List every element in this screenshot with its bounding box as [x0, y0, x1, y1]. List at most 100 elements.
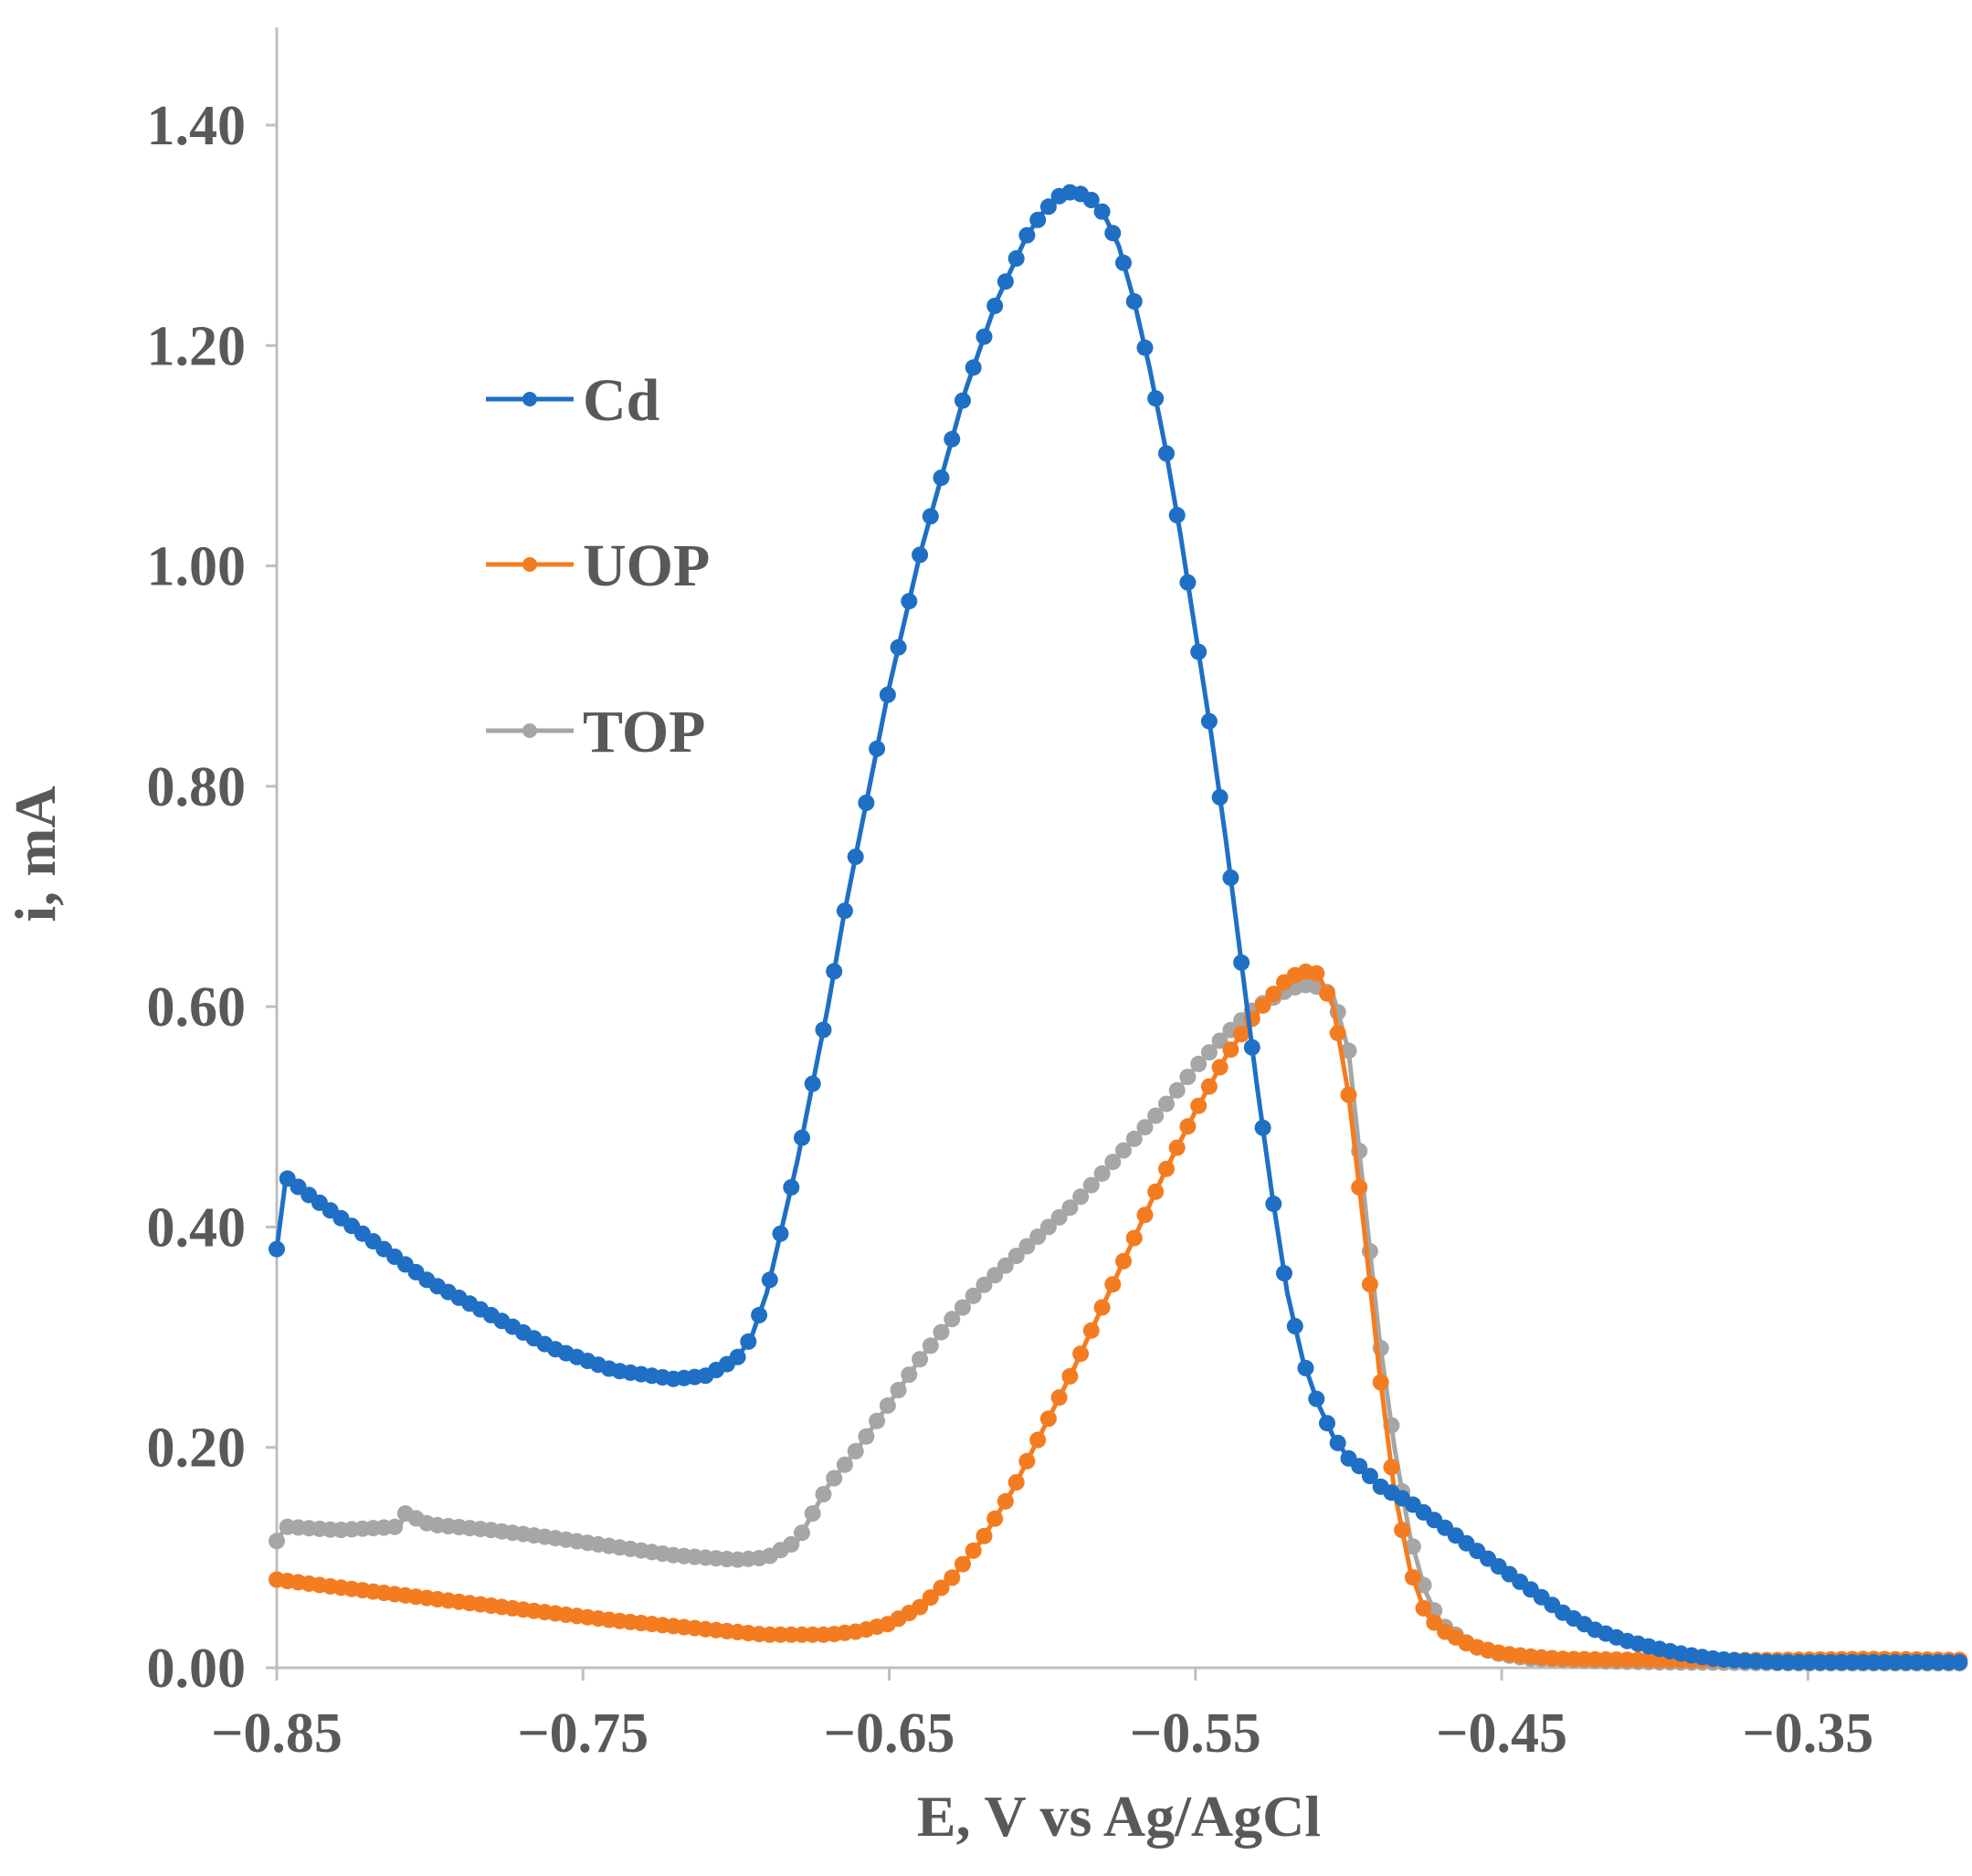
y-tick-label: 0.00: [147, 1638, 247, 1700]
data-point-cd: [1265, 1196, 1282, 1213]
data-point-cd: [1136, 339, 1154, 356]
legend: Cd UOP TOP: [486, 367, 710, 765]
data-point-uop: [1061, 1367, 1079, 1385]
data-point-cd: [1168, 507, 1186, 524]
data-point-top: [922, 1337, 939, 1354]
data-point-cd: [1222, 869, 1239, 886]
data-point-cd: [1029, 211, 1047, 228]
data-point-uop: [1426, 1614, 1443, 1631]
data-point-uop: [954, 1555, 971, 1573]
series-layer: [269, 184, 1968, 1672]
data-point-cd: [1361, 1468, 1378, 1485]
legend-label-uop: UOP: [583, 532, 710, 599]
series-line-cd: [274, 188, 1961, 1665]
series-cd: [269, 184, 1968, 1670]
data-point-cd: [986, 297, 1004, 314]
data-point-uop: [1050, 1389, 1068, 1407]
data-point-cd: [761, 1271, 778, 1289]
data-point-cd: [965, 359, 982, 376]
legend-item-cd: Cd: [486, 367, 659, 434]
data-point-top: [1190, 1055, 1207, 1072]
data-point-uop: [1136, 1207, 1154, 1224]
data-point-top: [386, 1518, 404, 1535]
data-point-uop: [1404, 1569, 1421, 1586]
x-tick-label: −0.35: [1742, 1702, 1873, 1765]
data-point-cd: [836, 902, 853, 920]
data-point-uop: [1329, 1025, 1346, 1042]
y-axis-title: i, mA: [3, 785, 68, 922]
data-point-cd: [1286, 1318, 1303, 1334]
x-tick-label: −0.85: [211, 1702, 343, 1765]
data-point-top: [815, 1486, 832, 1502]
data-point-uop: [1415, 1599, 1432, 1617]
series-top: [269, 976, 1968, 1672]
data-point-uop: [1222, 1041, 1239, 1059]
data-point-cd: [772, 1225, 789, 1242]
data-point-uop: [1254, 996, 1271, 1014]
legend-item-top: TOP: [486, 699, 705, 765]
x-tick-label: −0.65: [824, 1702, 955, 1765]
data-point-cd: [1158, 445, 1175, 462]
data-point-top: [954, 1299, 971, 1316]
data-point-uop: [1018, 1452, 1036, 1470]
data-point-top: [975, 1276, 993, 1293]
data-point-top: [1050, 1208, 1068, 1226]
data-point-top: [901, 1366, 918, 1384]
data-point-cd: [1243, 1038, 1260, 1056]
data-point-top: [1168, 1081, 1186, 1099]
data-point-cd: [1951, 1654, 1968, 1670]
data-point-cd: [944, 430, 961, 448]
legend-marker-cd: [522, 392, 537, 406]
data-point-uop: [1233, 1026, 1250, 1043]
data-point-uop: [1383, 1459, 1400, 1476]
data-point-uop: [1168, 1139, 1186, 1156]
data-point-cd: [997, 273, 1014, 290]
data-point-cd: [879, 686, 896, 703]
y-tick-label: 0.20: [147, 1418, 247, 1480]
data-point-cd: [1147, 390, 1165, 407]
data-point-uop: [933, 1579, 950, 1597]
data-point-top: [269, 1533, 285, 1550]
data-point-uop: [997, 1492, 1014, 1510]
data-point-top: [1147, 1107, 1165, 1124]
data-point-cd: [1039, 198, 1057, 216]
data-point-cd: [1297, 1359, 1314, 1376]
series-line-top: [274, 982, 1961, 1666]
data-point-top: [783, 1535, 800, 1553]
data-point-cd: [815, 1021, 832, 1038]
data-point-cd: [740, 1333, 757, 1350]
x-ticks: −0.85 −0.75 −0.65 −0.55 −0.45 −0.35: [211, 1668, 1873, 1765]
data-point-cd: [1018, 227, 1036, 244]
series-line-uop: [276, 969, 1962, 1663]
data-point-top: [1125, 1130, 1143, 1147]
data-point-cd: [1082, 192, 1100, 208]
x-tick-label: −0.75: [517, 1702, 649, 1765]
data-point-cd: [729, 1348, 746, 1365]
data-point-cd: [901, 593, 918, 610]
data-point-cd: [804, 1075, 821, 1092]
data-point-uop: [1190, 1097, 1207, 1114]
data-point-cd: [783, 1179, 800, 1196]
data-point-cd: [954, 392, 971, 409]
data-point-uop: [1093, 1299, 1111, 1316]
data-point-top: [1007, 1248, 1025, 1265]
data-point-top: [1158, 1095, 1175, 1112]
data-point-top: [1082, 1176, 1100, 1194]
data-point-top: [1340, 1042, 1357, 1059]
data-point-uop: [1200, 1078, 1218, 1095]
x-axis-title: E, V vs Ag/AgCl: [917, 1784, 1321, 1849]
y-tick-label: 1.40: [147, 95, 247, 157]
data-point-uop: [1158, 1160, 1175, 1177]
data-point-cd: [1007, 250, 1025, 267]
data-point-cd: [922, 508, 939, 525]
data-point-uop: [922, 1589, 939, 1607]
data-point-uop: [1211, 1059, 1229, 1076]
y-tick-label: 1.20: [147, 315, 247, 377]
data-point-cd: [1104, 225, 1122, 242]
data-point-top: [912, 1351, 929, 1368]
data-point-cd: [1115, 254, 1132, 271]
data-point-uop: [1319, 985, 1335, 1002]
data-point-cd: [1308, 1390, 1325, 1407]
data-point-cd: [1200, 712, 1218, 730]
